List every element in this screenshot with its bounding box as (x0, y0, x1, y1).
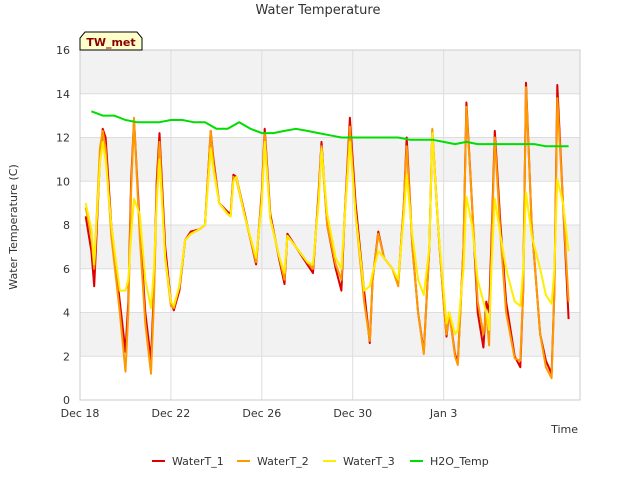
y-tick-label: 8 (63, 219, 70, 232)
y-axis-label: Water Temperature (C) (7, 164, 20, 289)
site-badge-label: TW_met (86, 36, 135, 49)
legend-label: WaterT_1 (172, 455, 224, 468)
chart-title: Water Temperature (256, 3, 381, 18)
series-lines (84, 81, 570, 380)
site-badge: TW_met (79, 31, 143, 51)
x-tick-label: Dec 26 (242, 407, 281, 420)
legend-item-h2o-temp: H2O_Temp (410, 455, 489, 468)
y-tick-label: 4 (63, 307, 70, 320)
legend-item-watert-1: WaterT_1 (152, 455, 224, 468)
y-tick-label: 0 (63, 394, 70, 407)
plot-band (80, 312, 580, 357)
y-tick-label: 2 (63, 350, 70, 363)
y-tick-label: 12 (56, 132, 70, 145)
legend-item-watert-3: WaterT_3 (323, 455, 395, 468)
x-tick-label: Jan 3 (429, 407, 457, 420)
y-tick-label: 14 (56, 88, 70, 101)
x-tick-label: Dec 30 (333, 407, 372, 420)
y-tick-label: 6 (63, 263, 70, 276)
legend-label: WaterT_2 (257, 455, 309, 468)
legend-item-watert-2: WaterT_2 (237, 455, 309, 468)
y-tick-label: 16 (56, 44, 70, 57)
legend: WaterT_1 WaterT_2 WaterT_3 H2O_Temp (152, 455, 489, 468)
x-axis-label: Time (550, 423, 578, 436)
plot-frame (79, 49, 581, 401)
x-tick-labels: Dec 18 Dec 22 Dec 26 Dec 30 Jan 3 (61, 407, 458, 420)
legend-label: WaterT_3 (343, 455, 395, 468)
y-tick-label: 10 (56, 175, 70, 188)
x-tick-label: Dec 22 (152, 407, 191, 420)
x-tick-label: Dec 18 (61, 407, 100, 420)
series-line-watert-3 (84, 132, 570, 336)
plot-band (80, 50, 580, 94)
series-line-h2o-temp (91, 110, 569, 148)
y-tick-labels: 0 2 4 6 8 10 12 14 16 (56, 44, 70, 407)
legend-label: H2O_Temp (430, 455, 489, 468)
